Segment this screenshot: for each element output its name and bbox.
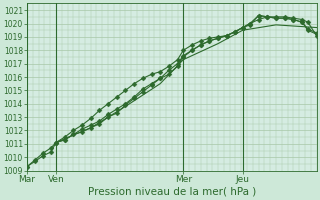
- X-axis label: Pression niveau de la mer( hPa ): Pression niveau de la mer( hPa ): [88, 187, 256, 197]
